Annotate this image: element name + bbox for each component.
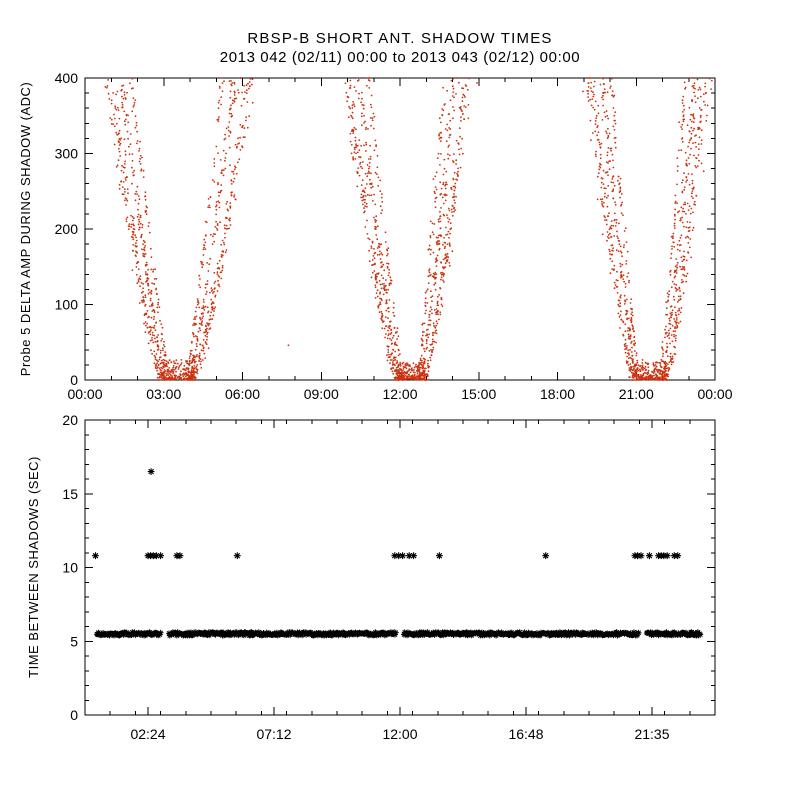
x-tick-label: 03:00 bbox=[146, 386, 181, 402]
y-tick-label: 300 bbox=[55, 146, 79, 162]
y-tick-label: 400 bbox=[55, 70, 79, 86]
y-tick-label: 5 bbox=[70, 633, 78, 649]
bottom-panel-time-between-shadows: 02:24 07:12 12:00 16:48 21:35 0 5 10 15 20 bbox=[62, 412, 716, 742]
y-tick-label: 0 bbox=[70, 372, 78, 388]
bottom-y-axis-label: TIME BETWEEN SHADOWS (SEC) bbox=[26, 456, 41, 678]
x-tick-label: 00:00 bbox=[697, 386, 732, 402]
x-tick-label: 00:00 bbox=[67, 386, 102, 402]
x-tick-label: 06:00 bbox=[225, 386, 260, 402]
top-panel-delta-amp: 00:00 03:00 06:00 09:00 12:00 15:00 18:00 21:00… bbox=[55, 70, 733, 402]
x-tick-label: 21:35 bbox=[634, 726, 669, 742]
axis-ticks bbox=[85, 419, 715, 716]
elevated-interval-markers bbox=[92, 468, 682, 560]
y-tick-label: 10 bbox=[62, 560, 78, 576]
x-tick-label: 12:00 bbox=[382, 726, 417, 742]
chart-subtitle: 2013 042 (02/11) 00:00 to 2013 043 (02/1… bbox=[220, 49, 580, 66]
shadow-interval-band bbox=[93, 629, 704, 639]
x-tick-label: 16:48 bbox=[508, 726, 543, 742]
y-tick-label: 100 bbox=[55, 297, 79, 313]
x-tick-label: 07:12 bbox=[256, 726, 291, 742]
y-tick-label: 20 bbox=[62, 412, 78, 428]
chart-title: RBSP-B SHORT ANT. SHADOW TIMES bbox=[247, 30, 552, 47]
x-tick-label: 21:00 bbox=[619, 386, 654, 402]
y-tick-label: 0 bbox=[70, 707, 78, 723]
axis-tick-labels: 00:00 03:00 06:00 09:00 12:00 15:00 18:00 21:00… bbox=[55, 70, 733, 402]
y-tick-label: 15 bbox=[62, 486, 78, 502]
x-tick-label: 09:00 bbox=[304, 386, 339, 402]
x-tick-label: 12:00 bbox=[382, 386, 417, 402]
top-y-axis-label: Probe 5 DELTA AMP DURING SHADOW (ADC) bbox=[18, 82, 33, 376]
y-tick-label: 200 bbox=[55, 221, 79, 237]
x-tick-label: 15:00 bbox=[461, 386, 496, 402]
x-tick-label: 02:24 bbox=[130, 726, 165, 742]
axis-tick-labels: 02:24 07:12 12:00 16:48 21:35 0 5 10 15 20 bbox=[62, 412, 669, 742]
delta-amp-scatter-points bbox=[104, 77, 713, 381]
x-tick-label: 18:00 bbox=[540, 386, 575, 402]
